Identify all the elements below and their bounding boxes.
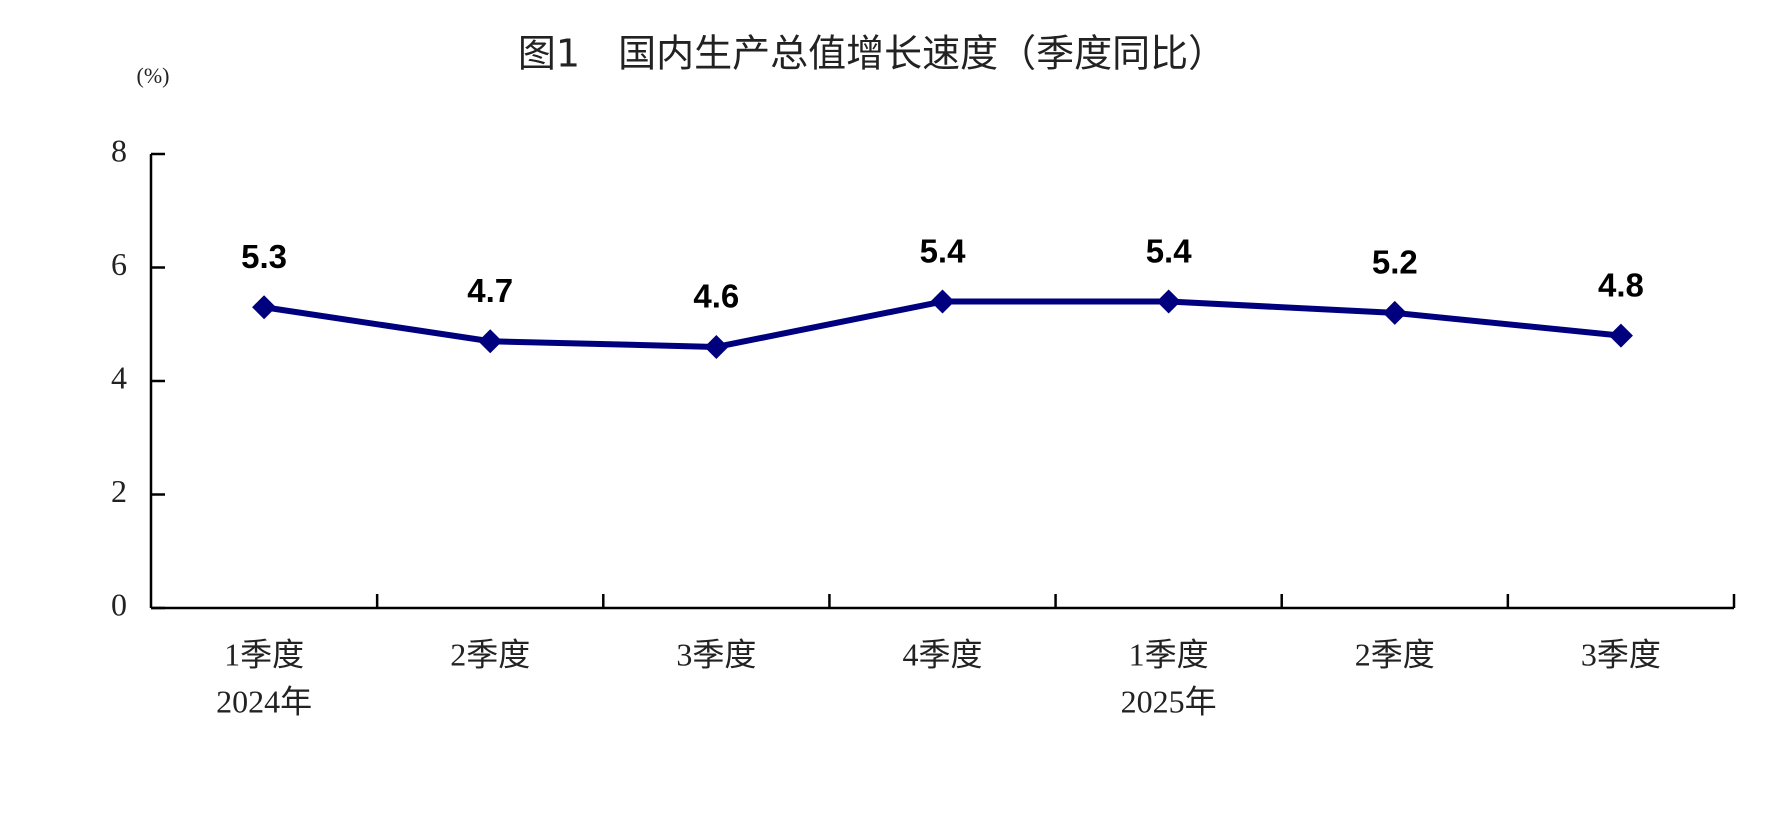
marker [930,289,955,314]
y-tick-label: 0 [111,586,127,622]
x-tick-label: 3季度 [1581,636,1661,672]
data-label: 5.4 [920,232,967,269]
data-label: 4.7 [467,272,513,309]
data-label: 5.2 [1372,244,1418,281]
x-tick-label: 1季度 [224,636,304,672]
y-tick-label: 4 [111,359,127,395]
x-group-label: 2024年 [216,683,312,719]
y-tick-label: 6 [111,246,127,282]
marker [704,334,729,359]
data-label: 4.6 [693,278,739,315]
marker [478,329,503,354]
data-label: 5.3 [241,238,287,275]
marker [1382,300,1407,325]
chart-title: 图1 国内生产总值增长速度（季度同比） [518,32,1226,76]
x-tick-label: 2季度 [450,636,530,672]
x-tick-label: 4季度 [902,636,982,672]
x-tick-label: 2季度 [1355,636,1435,672]
y-tick-label: 2 [111,473,127,509]
marker [1156,289,1181,314]
marker [252,295,277,320]
x-tick-label: 3季度 [676,636,756,672]
x-group-label: 2025年 [1121,683,1217,719]
data-label: 5.4 [1146,232,1193,269]
y-axis-unit: (%) [137,63,170,88]
x-tick-label: 1季度 [1129,636,1209,672]
data-label: 4.8 [1598,266,1644,303]
y-tick-label: 8 [111,132,127,168]
marker [1608,323,1633,348]
